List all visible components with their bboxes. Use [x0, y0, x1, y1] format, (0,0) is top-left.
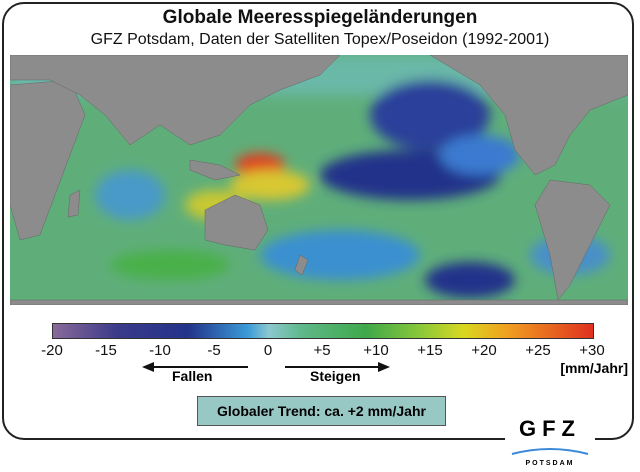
south-america [534, 179, 611, 301]
figure-frame [2, 2, 634, 440]
logo-city: POTSDAM [525, 460, 575, 467]
new-zealand [294, 254, 309, 276]
subtitle: GFZ Potsdam, Daten der Satelliten Topex/… [90, 31, 550, 48]
colorbar [52, 323, 594, 339]
colorbar-tick: -20 [41, 342, 63, 359]
rising-label: Steigen [310, 368, 361, 384]
arrows [142, 362, 390, 372]
colorbar-tick: -10 [149, 342, 171, 359]
colorbar-tick: -5 [207, 342, 221, 359]
colorbar-tick: 0 [263, 342, 273, 359]
colorbar-tick: +15 [417, 342, 443, 359]
colorbar-tick: +25 [525, 342, 551, 359]
arrow-right-icon [285, 362, 390, 372]
indonesia [189, 159, 241, 181]
global-trend-box: Globaler Trend: ca. +2 mm/Jahr [197, 396, 446, 426]
colorbar-tick: +30 [579, 342, 605, 359]
logo-arc-icon [511, 448, 589, 455]
page-title: Globale Meeresspiegeländerungen [162, 7, 478, 28]
landmasses [10, 55, 628, 305]
north-america [429, 55, 628, 176]
antarctica [10, 299, 628, 305]
falling-label: Fallen [172, 368, 213, 384]
gfz-logo: GFZ POTSDAM [505, 414, 595, 467]
arrow-left-icon [142, 362, 248, 372]
logo-name: GFZ [519, 416, 581, 441]
colorbar-tick: -15 [95, 342, 117, 359]
madagascar [67, 189, 81, 218]
sea-level-map [10, 55, 628, 305]
colorbar-tick: +20 [471, 342, 497, 359]
colorbar-tick: +10 [363, 342, 389, 359]
eurasia [10, 55, 341, 146]
unit-label: [mm/Jahr] [560, 360, 628, 376]
colorbar-tick: +5 [313, 342, 331, 359]
australia [204, 194, 269, 251]
